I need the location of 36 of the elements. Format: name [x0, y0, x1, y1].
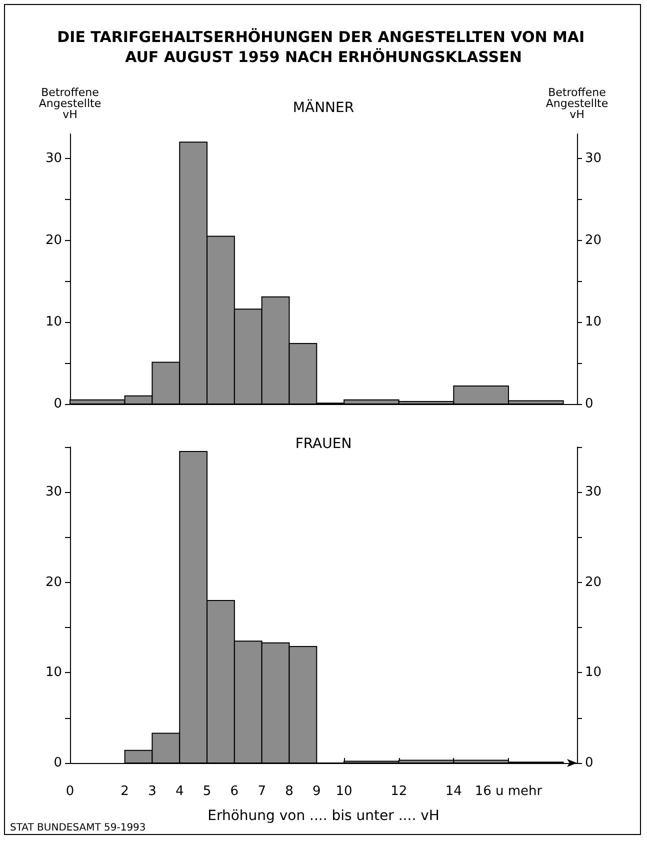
- x-tick-label: 14: [445, 784, 462, 799]
- x-tick-label: 8: [285, 784, 294, 799]
- x-tick-label: 6: [230, 784, 239, 799]
- x-tick-label: 5: [202, 784, 212, 799]
- x-tick-label: 2: [120, 784, 129, 799]
- text: STAT BUNDESAMT 59-1993: [10, 822, 146, 834]
- y-tick-label: 0: [54, 756, 62, 770]
- y-tick-label: 10: [45, 314, 62, 330]
- x-tick-label: 16 u mehr: [474, 784, 543, 799]
- y-tick-label: 30: [45, 151, 62, 166]
- y2-tick-label: 30: [585, 484, 602, 500]
- chart-title: FRAUEN: [295, 436, 352, 452]
- x-axis-title: Erhöhung von .... bis unter .... vH: [208, 808, 440, 824]
- y2-axis-title: Betroffene Angestellte vH: [546, 86, 608, 121]
- y-axis-title: Betroffene Angestellte vH: [38, 86, 102, 121]
- y2-tick-label: 0: [585, 396, 594, 412]
- y2-tick-label: 0: [585, 756, 594, 770]
- y-tick-label: 0: [54, 396, 62, 412]
- y-tick-label: 20: [45, 232, 62, 248]
- y2-tick-label: 30: [585, 151, 602, 166]
- x-tick-label: 9: [312, 784, 321, 799]
- x-tick-label: 0: [66, 784, 74, 799]
- y2-tick-label: 20: [585, 232, 602, 248]
- y-tick-label: 30: [45, 484, 62, 500]
- y-tick-label: 20: [45, 574, 62, 590]
- x-tick-label: 4: [175, 784, 184, 799]
- y-tick-label: 10: [45, 665, 62, 680]
- y2-tick-label: 20: [585, 574, 602, 590]
- chart-subtitle: MÄNNER: [292, 99, 354, 116]
- y2-tick-label: 10: [585, 665, 602, 680]
- chart-title: DIE TARIFGEHALTSERHÖHUNGEN DER ANGESTELLTEN VON MAI AUF AUGUST 1959 NACH ERHÖHUNGSKLASSEN: [57, 28, 590, 66]
- x-tick-label: 12: [390, 784, 408, 799]
- x-tick-label: 10: [336, 784, 352, 799]
- y2-tick-label: 10: [585, 314, 602, 330]
- x-tick-label: 3: [148, 784, 156, 799]
- x-tick-label: 7: [258, 784, 266, 799]
